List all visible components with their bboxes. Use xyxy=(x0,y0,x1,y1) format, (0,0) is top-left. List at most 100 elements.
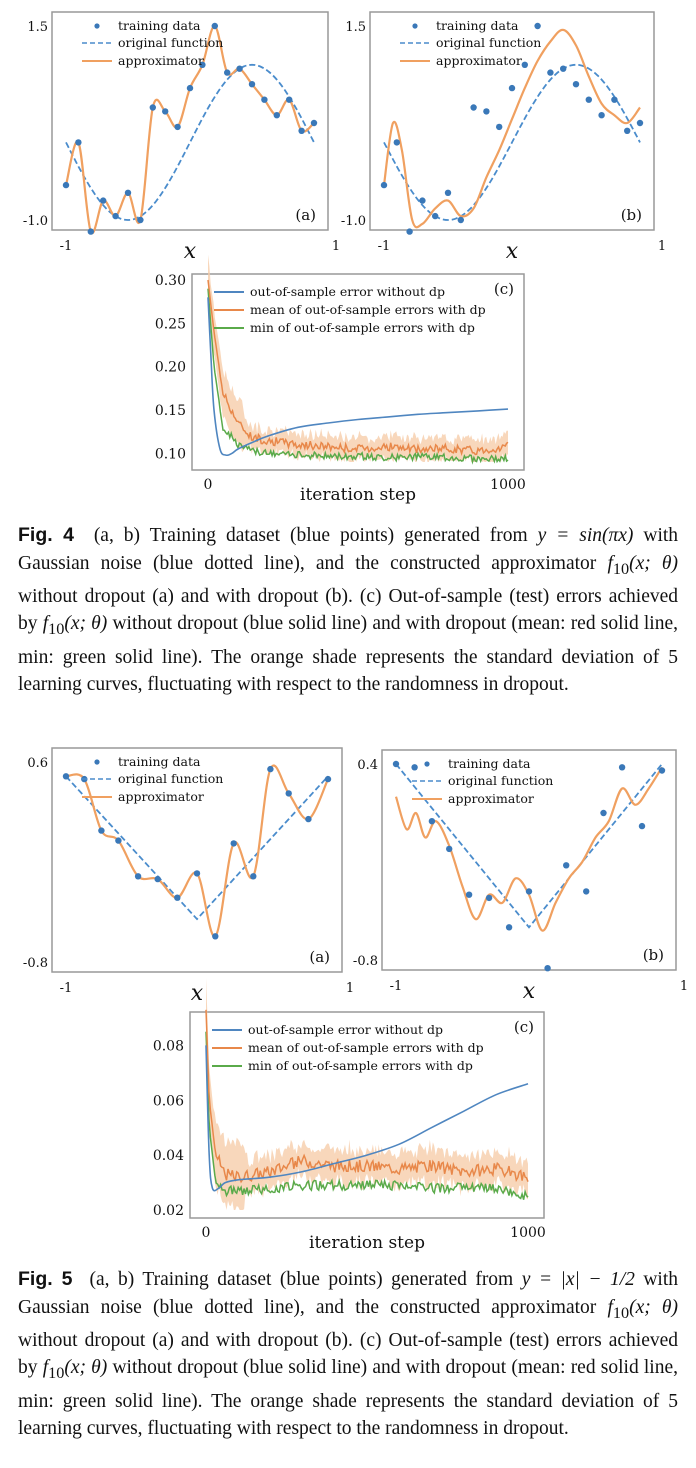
training-data-point xyxy=(324,775,332,783)
training-data-point xyxy=(411,764,418,771)
training-data-point xyxy=(525,888,533,895)
training-data-point xyxy=(285,790,292,797)
training-data-point xyxy=(62,773,70,780)
figure4-caption-text1: (a, b) Training dataset (blue points) ge… xyxy=(93,525,538,546)
fig5b-original-function-line xyxy=(395,763,663,929)
fig4a-ytick-bottom: -1.0 xyxy=(23,214,48,229)
fig4c-panel: 0.30 0.25 0.20 0.15 0.10 0 1000 iteration step (… xyxy=(155,254,526,505)
training-data-point xyxy=(618,764,626,771)
training-data-point xyxy=(212,933,219,940)
training-data-point xyxy=(485,894,493,902)
fig5c-xtick-1000: 1000 xyxy=(510,1225,546,1241)
training-data-point xyxy=(236,65,243,72)
figure5-caption-arg: (x; θ) xyxy=(629,1296,679,1318)
training-data-point xyxy=(393,139,400,146)
training-data-point xyxy=(419,197,426,204)
training-data-point xyxy=(560,65,567,72)
fig4b-original-function-line xyxy=(383,63,641,221)
training-data-point xyxy=(87,228,95,235)
fig5c-ytick-2: 0.04 xyxy=(153,1148,184,1164)
fig5c-min-error-line xyxy=(205,1031,529,1200)
training-data-point xyxy=(508,84,516,92)
fig5a-tag: (a) xyxy=(309,948,330,966)
figure5-caption-text4: without dropout (blue solid line) and wi… xyxy=(18,1357,678,1440)
fig4a-xtick-right: 1 xyxy=(332,239,340,254)
training-data-point xyxy=(100,197,107,204)
training-data-point xyxy=(250,873,257,880)
training-data-point xyxy=(465,891,473,898)
fig5c-legend-1: mean of out-of-sample errors with dp xyxy=(248,1040,484,1055)
figure5-caption-text2: with Gaussian noise (blue dotted line), … xyxy=(18,1269,679,1318)
figure4-caption-text2: with Gaussian noise (blue dotted line), … xyxy=(18,525,679,574)
training-data-point xyxy=(305,815,312,823)
training-data-point xyxy=(211,22,218,30)
training-data-point xyxy=(298,127,305,134)
fig5c-xtick-0: 0 xyxy=(202,1225,211,1241)
figure4-caption-arg2: (x; θ) xyxy=(64,613,108,635)
fig4c-legend-2: min of out-of-sample errors with dp xyxy=(250,320,475,335)
fig4a-legend-training: training data xyxy=(118,18,201,33)
fig5c-ytick-0: 0.08 xyxy=(153,1038,184,1054)
fig4a-legend-original: original function xyxy=(118,35,223,50)
fig4b-ytick-top: 1.5 xyxy=(345,20,366,35)
figure5-caption: Fig. 5 (a, b) Training dataset (blue poi… xyxy=(18,1266,678,1443)
training-data-point xyxy=(310,119,318,127)
fig5a-panel: 0.6 -0.8 -1 1 x (a) training data original func… xyxy=(23,747,354,1006)
figure5-caption-arg2: (x; θ) xyxy=(64,1357,108,1379)
fig4c-mean-error-line xyxy=(207,279,509,457)
fig5a-xtick-left: -1 xyxy=(60,981,73,996)
training-data-point xyxy=(563,862,570,869)
training-data-point xyxy=(585,96,592,103)
fig4c-ytick-3: 0.15 xyxy=(155,403,186,419)
fig4b-legend-training: training data xyxy=(436,18,519,33)
training-data-point xyxy=(199,61,206,68)
figure5-caption-sub: 10 xyxy=(612,1303,630,1322)
figure5-caption-f: f xyxy=(607,1296,613,1318)
fig5c-legend-2: min of out-of-sample errors with dp xyxy=(248,1058,473,1073)
fig4c-tag: (c) xyxy=(494,280,514,298)
training-data-point xyxy=(470,104,477,111)
fig4c-legend-1: mean of out-of-sample errors with dp xyxy=(250,302,486,317)
fig5b-ytick-bottom: -0.8 xyxy=(353,954,378,969)
fig4b-panel: 1.5 -1.0 -1 1 x (b) training data original func… xyxy=(341,11,666,264)
figure4-caption-sub: 10 xyxy=(612,559,630,578)
training-data-point xyxy=(544,965,551,972)
fig4b-tag: (b) xyxy=(621,206,642,224)
training-data-point xyxy=(261,96,268,103)
figure4-caption-arg: (x; θ) xyxy=(629,552,679,574)
fig4c-ytick-4: 0.10 xyxy=(155,446,186,462)
fig4c-no-dp-error-line xyxy=(207,297,509,457)
fig4a-ytick-top: 1.5 xyxy=(27,20,48,35)
fig4a-xlabel: x xyxy=(184,239,197,264)
figure5-caption-sub2: 10 xyxy=(48,1364,65,1383)
fig5a-ytick-top: 0.6 xyxy=(27,756,48,771)
figure4-caption: Fig. 4 (a, b) Training dataset (blue poi… xyxy=(18,522,678,699)
training-data-point xyxy=(505,924,513,931)
training-data-point xyxy=(112,212,119,220)
training-data-point xyxy=(572,81,580,88)
fig4a-panel: 1.5 -1.0 -1 1 x (a) training data original func… xyxy=(23,11,340,264)
fig5c-ytick-1: 0.06 xyxy=(153,1093,184,1109)
fig5b-panel: 0.4 -0.8 -1 1 x (b) training data original func… xyxy=(353,749,688,1004)
fig5b-tag: (b) xyxy=(643,946,664,964)
fig5a-xtick-right: 1 xyxy=(346,981,354,996)
fig5a-legend-approximator: approximator xyxy=(118,789,204,804)
training-data-point xyxy=(162,108,169,115)
fig5a-frame xyxy=(51,747,343,973)
training-data-point xyxy=(432,212,439,220)
training-data-point xyxy=(230,840,237,847)
training-data-point xyxy=(658,767,666,774)
training-data-point xyxy=(137,216,144,224)
figure5-caption-text1: (a, b) Training dataset (blue points) ge… xyxy=(89,1269,522,1290)
fig5a-legend-training: training data xyxy=(118,754,201,769)
training-data-point xyxy=(598,112,605,119)
fig5c-std-shade xyxy=(206,978,528,1210)
training-data-point xyxy=(154,875,161,883)
training-data-point xyxy=(483,108,490,115)
fig4c-std-shade xyxy=(208,254,508,462)
fig5c-no-dp-error-line xyxy=(205,1045,529,1192)
fig4c-xlabel: iteration step xyxy=(300,485,416,505)
training-data-point xyxy=(224,69,231,76)
training-data-point xyxy=(149,104,156,111)
